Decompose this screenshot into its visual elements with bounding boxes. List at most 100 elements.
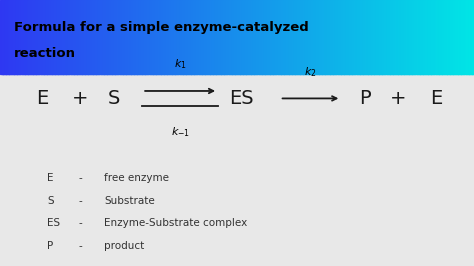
Bar <box>463 0 465 74</box>
Bar <box>152 0 154 74</box>
Bar <box>257 0 260 74</box>
Bar <box>288 0 290 74</box>
Bar <box>461 0 464 74</box>
Bar <box>269 0 271 74</box>
Bar <box>454 0 456 74</box>
Bar <box>164 0 167 74</box>
Bar <box>303 0 306 74</box>
Bar <box>433 0 436 74</box>
Bar <box>199 0 201 74</box>
Bar <box>87 0 90 74</box>
Bar <box>423 0 426 74</box>
Bar <box>190 0 192 74</box>
Bar <box>371 0 374 74</box>
Bar <box>278 0 281 74</box>
Bar <box>333 0 336 74</box>
Bar <box>335 0 337 74</box>
Bar <box>136 0 138 74</box>
Bar <box>150 0 153 74</box>
Bar <box>308 0 310 74</box>
Bar <box>223 0 225 74</box>
Bar <box>219 0 222 74</box>
Bar <box>327 0 329 74</box>
Bar <box>27 0 29 74</box>
Bar <box>425 0 428 74</box>
Bar <box>286 0 289 74</box>
Bar <box>365 0 367 74</box>
Text: $k_{-1}$: $k_{-1}$ <box>171 126 190 139</box>
Bar <box>349 0 352 74</box>
Bar <box>209 0 211 74</box>
Bar <box>47 0 50 74</box>
Bar <box>357 0 360 74</box>
Bar <box>212 0 214 74</box>
Bar <box>194 0 197 74</box>
Bar <box>471 0 474 74</box>
Bar <box>310 0 312 74</box>
Bar <box>160 0 162 74</box>
Bar <box>262 0 265 74</box>
Bar <box>167 0 170 74</box>
Bar <box>404 0 407 74</box>
Bar <box>112 0 115 74</box>
Bar <box>16 0 18 74</box>
Bar <box>283 0 285 74</box>
Bar <box>202 0 205 74</box>
Bar <box>32 0 34 74</box>
Bar <box>118 0 121 74</box>
Bar <box>174 0 176 74</box>
Bar <box>313 0 315 74</box>
Bar <box>218 0 220 74</box>
Bar <box>71 0 73 74</box>
Bar <box>261 0 263 74</box>
Bar <box>456 0 459 74</box>
Text: E: E <box>47 173 54 183</box>
Bar <box>356 0 358 74</box>
Bar <box>359 0 361 74</box>
Bar <box>114 0 116 74</box>
Bar <box>5 0 7 74</box>
Bar <box>314 0 317 74</box>
Bar <box>322 0 325 74</box>
Bar <box>193 0 195 74</box>
Bar <box>89 0 91 74</box>
Bar <box>330 0 333 74</box>
Bar <box>155 0 157 74</box>
Bar <box>259 0 262 74</box>
Bar <box>153 0 156 74</box>
Bar <box>1 0 4 74</box>
Text: S: S <box>108 89 120 108</box>
Bar <box>340 0 342 74</box>
Bar <box>412 0 415 74</box>
Text: Substrate: Substrate <box>104 196 155 206</box>
Bar <box>28 0 31 74</box>
Bar <box>265 0 268 74</box>
Bar <box>110 0 113 74</box>
Bar <box>73 0 75 74</box>
Bar <box>406 0 409 74</box>
Bar <box>232 0 235 74</box>
Bar <box>156 0 159 74</box>
Bar <box>427 0 429 74</box>
Bar <box>52 0 55 74</box>
Bar <box>106 0 109 74</box>
Bar <box>408 0 410 74</box>
Bar <box>122 0 124 74</box>
Bar <box>46 0 48 74</box>
Bar <box>337 0 339 74</box>
Bar <box>401 0 404 74</box>
Bar <box>76 0 78 74</box>
Bar <box>370 0 372 74</box>
Bar <box>215 0 218 74</box>
Bar <box>3 0 6 74</box>
Bar <box>96 0 99 74</box>
Bar <box>183 0 186 74</box>
Bar <box>127 0 129 74</box>
Bar <box>416 0 418 74</box>
Bar <box>251 0 254 74</box>
Bar <box>60 0 63 74</box>
Bar <box>466 0 469 74</box>
Bar <box>431 0 434 74</box>
Bar <box>62 0 64 74</box>
Bar <box>201 0 203 74</box>
